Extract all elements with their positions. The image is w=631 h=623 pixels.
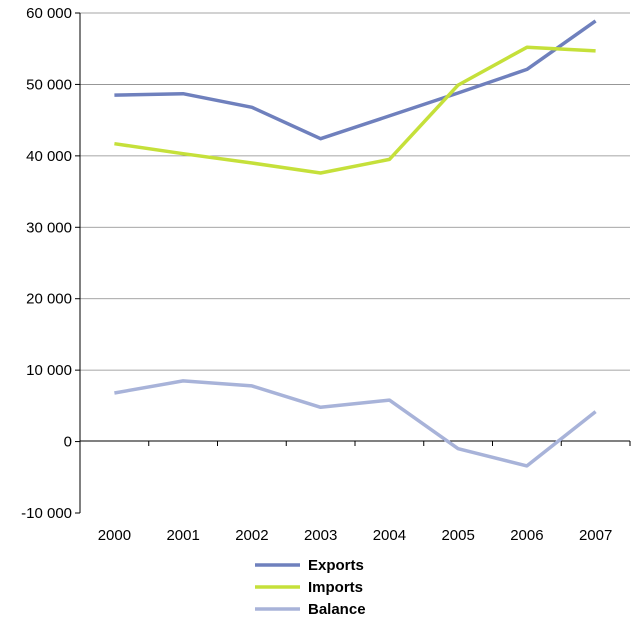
y-tick-label-0: -10 000 [21,505,72,522]
x-tick-label-2003: 2003 [304,527,337,544]
x-tick-label-2006: 2006 [510,527,543,544]
y-tick-label-5: 40 000 [26,148,72,165]
gridlines [80,12,630,371]
series-line-exports [114,19,597,141]
x-tick-label-2001: 2001 [166,527,199,544]
series-line-balance [114,379,597,468]
y-tick-label-3: 20 000 [26,291,72,308]
legend-label-exports: Exports [308,557,364,574]
series-line-imports [114,45,596,175]
axes [75,12,631,514]
x-tick-label-2005: 2005 [441,527,474,544]
x-tick-label-2004: 2004 [373,527,406,544]
y-axis-tick-labels: -10 000 0 10 000 20 000 30 000 40 000 50 000 60… [21,5,72,522]
y-tick-label-2: 10 000 [26,362,72,379]
y-tick-label-4: 30 000 [26,219,72,236]
y-tick-label-1: 0 [64,434,72,451]
legend-label-imports: Imports [308,579,363,596]
x-axis-tick-labels: 2000 2001 2002 2003 2004 2005 2006 2007 [98,527,613,544]
x-tick-label-2002: 2002 [235,527,268,544]
legend-label-balance: Balance [308,601,366,618]
x-tick-label-2000: 2000 [98,527,131,544]
y-tick-label-6: 50 000 [26,76,72,93]
y-tick-label-7: 60 000 [26,5,72,22]
legend: Exports Imports Balance [255,557,366,618]
series-lines [114,19,597,468]
x-tick-label-2007: 2007 [579,527,612,544]
